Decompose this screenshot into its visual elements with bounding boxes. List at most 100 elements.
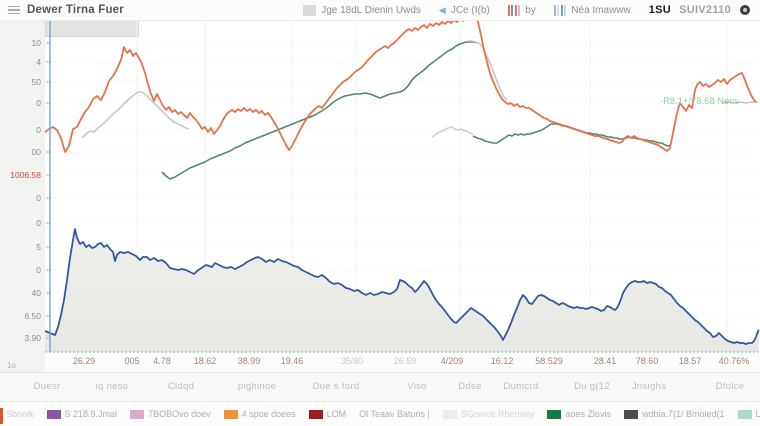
legend-item-label: S 218.9.Jmal (64, 409, 118, 419)
y-tick-label: 40 (31, 288, 41, 298)
legend-item-2[interactable]: 7BOBOvo doev (130, 409, 211, 419)
legend-item-6[interactable]: SGonice Rbermey (442, 409, 535, 419)
legend-swatch-icon (442, 409, 457, 419)
y-tick-label: 0 (36, 193, 41, 203)
header-item-2[interactable]: by (507, 4, 536, 16)
header-item-1[interactable]: ◀ JCe (I(b) (439, 5, 490, 16)
section-label: Viso (407, 381, 427, 392)
y-tick-label: 0 (36, 125, 41, 135)
legend-text-5: Ol Teaav Batuns | (359, 409, 430, 419)
volume-blue-area (45, 229, 759, 352)
header-item-0[interactable]: Jge 18dL Dienin Uwds (303, 4, 421, 16)
legend-item-label: 7BOBOvo doev (148, 409, 211, 419)
y-tick-label: 00 (31, 147, 41, 157)
x-tick-label: 35/80 (340, 356, 364, 366)
legend-item-3[interactable]: 4 spoe doees (223, 409, 296, 419)
section-band (0, 372, 760, 402)
x-tick-label: 4.78 (153, 356, 171, 366)
y-tick-label: 0 (36, 218, 41, 228)
x-tick-label: 005 (124, 356, 140, 366)
legend-item-label: wdbia.7(1/ Bmoled(1 (641, 409, 725, 419)
x-tick-label: 19.46 (280, 356, 304, 366)
bars-cool-icon (553, 4, 567, 16)
page-title: Dewer Tirna Fuer (27, 4, 124, 16)
corner-note: 1o (7, 361, 16, 370)
x-tick-label: 38.99 (237, 356, 261, 366)
header-toolbar: Jge 18dL Dienin Uwds ◀ JCe (I(b) by Néa Imaw… (303, 4, 760, 16)
header-item-label: JCe (I(b) (450, 4, 490, 16)
legend-bar: Sbooik S 218.9.Jmal 7BOBOvo doev 4 spoe doe… (0, 401, 760, 426)
y-tick-label: 1006.58 (10, 170, 41, 180)
ma-gray-peak-fall-line (468, 40, 508, 101)
y-tick-label: 5 (36, 242, 41, 252)
legend-swatch-icon (737, 409, 752, 419)
legend-item-9[interactable]: L3 Isbcs (737, 409, 760, 419)
x-tick-label: 40.76% (718, 356, 750, 366)
legend-text-0: Sbooik (6, 409, 34, 419)
x-tick-label: 28.41 (593, 356, 617, 366)
section-label: Du g(12 (574, 381, 610, 392)
volume-blue-line (44, 228, 760, 345)
header-item-label: Néa Imawww (571, 4, 631, 16)
menu-icon[interactable] (8, 5, 20, 15)
legend-item-4[interactable]: LOM (308, 409, 347, 419)
x-tick-label: 18.62 (193, 356, 217, 366)
ma-gray-left-line (81, 91, 190, 139)
section-label: pighinoe (237, 381, 277, 392)
play-icon: ◀ (438, 4, 446, 15)
x-axis-labels: 26.29 005 4.78 18.62 38.99 19.46 35/80 26.59 4/2… (0, 356, 760, 370)
legend-swatch-icon (46, 409, 61, 419)
legend-item-1[interactable]: S 218.9.Jmal (46, 409, 118, 419)
y-tick-label: 6.50 (24, 311, 41, 321)
swatch-icon (303, 4, 317, 16)
legend-swatch-icon (547, 409, 562, 419)
section-label: iq neso (95, 381, 129, 392)
legend-item-label: 4 spoe doees (241, 409, 296, 419)
brand-strong-label: 1SU (648, 4, 672, 16)
legend-swatch-icon (308, 409, 323, 419)
bars-warm-icon (507, 4, 521, 16)
x-tick-label: 16.12 (490, 356, 514, 366)
legend-swatch-icon (223, 409, 238, 419)
header-item-label: by (525, 4, 536, 16)
legend-item-label: LOM (326, 409, 347, 419)
y-tick-label: 50 (31, 77, 41, 87)
x-tick-label: 58.529 (535, 356, 563, 366)
x-tick-label: 18.57 (678, 356, 702, 366)
price-orange-line (44, 13, 757, 153)
index-green-rise-line (161, 41, 479, 180)
header: Dewer Tirna Fuer Jge 18dL Dienin Uwds ◀ JC… (0, 0, 760, 21)
legend-item-7[interactable]: aoes Zlovis (547, 409, 611, 419)
header-item-4[interactable]: 1SU SUIV2110 (649, 4, 750, 16)
y-axis-gutter (0, 20, 45, 372)
ma-gray-end-line (721, 101, 758, 104)
header-item-3[interactable]: Néa Imawww (553, 4, 631, 16)
legend-item-8[interactable]: wdbia.7(1/ Bmoled(1 (623, 409, 725, 419)
legend-swatch-icon (623, 409, 638, 419)
section-label: Duesr (33, 381, 61, 392)
header-left: Dewer Tirna Fuer (0, 4, 124, 16)
legend-item-label: L3 Isbcs (755, 409, 760, 419)
price-annotation: -R8.1+/78.68 Nens (660, 96, 740, 106)
brand-light-label: SUIV2110 (679, 4, 731, 16)
section-label: Due s ford (312, 381, 360, 392)
section-label: Dumcrd (503, 381, 539, 392)
y-tick-label: 0 (36, 98, 41, 108)
section-label: Ddse (458, 381, 482, 392)
legend-left-marker (0, 408, 3, 424)
section-label: Jnsighs (631, 381, 667, 392)
y-tick-label: 3.90 (24, 333, 41, 343)
y-tick-label: 4 (36, 57, 41, 67)
section-label: Cldqd (167, 381, 195, 392)
header-item-label: Jge 18dL Dienin Uwds (321, 4, 421, 16)
legend-item-label: SGonice Rbermey (460, 409, 535, 419)
index-green-low-line (472, 123, 672, 147)
y-tick-label: 10 (31, 38, 41, 48)
dark-circle-icon[interactable] (740, 5, 750, 15)
y-tick-label: 0 (36, 265, 41, 275)
x-tick-label: 4/209 (440, 356, 464, 366)
legend-swatch-icon (130, 409, 145, 419)
section-label: Dfolce (715, 381, 745, 392)
